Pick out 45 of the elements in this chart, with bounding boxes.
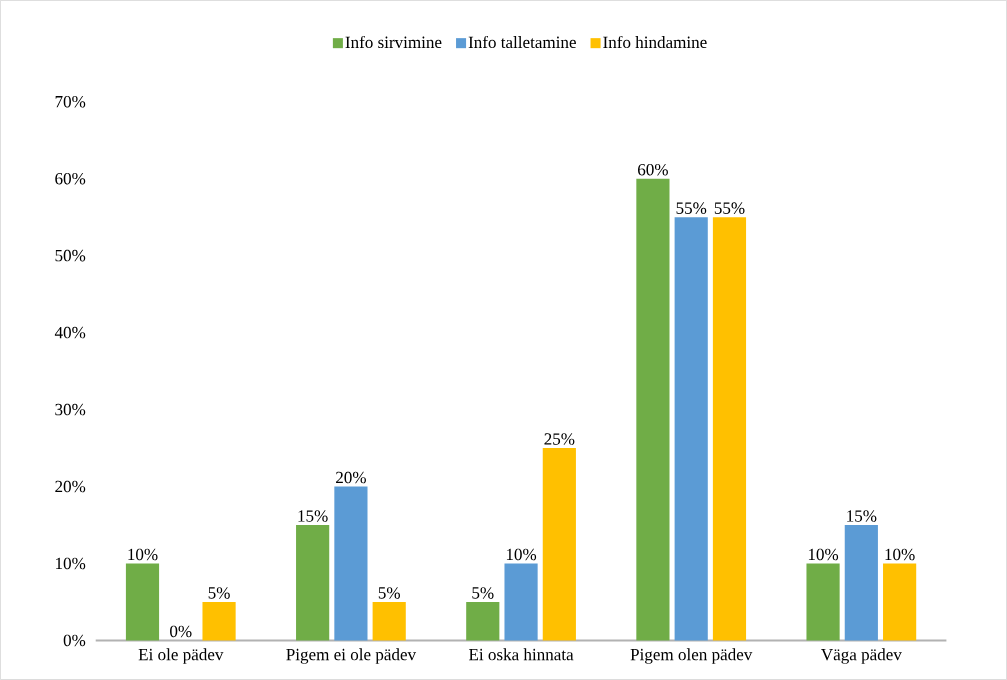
- data-label: 60%: [638, 163, 668, 176]
- y-tick-label: 40%: [54, 326, 86, 339]
- bar: [542, 448, 576, 641]
- legend-label: Info sirvimine: [345, 35, 442, 49]
- x-tick-label: Väga pädev: [821, 648, 902, 664]
- bar: [883, 563, 917, 641]
- data-label: 5%: [378, 587, 400, 599]
- data-label: 15%: [847, 510, 877, 522]
- legend-label: Info hindamine: [603, 35, 707, 49]
- data-label: 55%: [676, 202, 707, 214]
- y-tick-label: 50%: [55, 249, 86, 262]
- data-label: 5%: [208, 587, 230, 599]
- x-tick-label: Ei ole pädev: [138, 648, 224, 664]
- data-label: 20%: [336, 471, 366, 484]
- x-tick-label: Ei oska hinnata: [468, 648, 574, 661]
- y-tick-label: 30%: [55, 403, 86, 416]
- bar: [296, 525, 330, 641]
- data-label: 10%: [506, 548, 537, 561]
- x-tick-label: Pigem ei ole pädev: [286, 648, 417, 664]
- bar: [712, 217, 747, 641]
- data-label: 10%: [808, 548, 839, 561]
- legend-label: Info talletamine: [468, 35, 576, 49]
- bar: [334, 486, 368, 641]
- data-label: 55%: [714, 202, 745, 214]
- data-label: 10%: [885, 548, 915, 561]
- data-label: 10%: [128, 548, 158, 561]
- bar: [504, 563, 538, 641]
- bar: [125, 563, 160, 641]
- data-label: 15%: [298, 510, 328, 522]
- y-tick-label: 60%: [55, 172, 86, 185]
- y-tick-label: 70%: [55, 95, 86, 108]
- bar: [844, 525, 878, 641]
- data-label: 5%: [472, 587, 494, 599]
- y-tick-label: 10%: [56, 557, 86, 570]
- data-label: 0%: [170, 625, 192, 638]
- data-label: 25%: [544, 433, 575, 445]
- x-tick-label: Pigem olen pädev: [630, 648, 753, 664]
- y-tick-label: 20%: [55, 480, 86, 493]
- bar: [674, 217, 708, 641]
- bar: [202, 601, 236, 641]
- bar: [636, 178, 670, 641]
- bar: [372, 601, 406, 641]
- bar: [466, 601, 500, 641]
- y-tick-label: 0%: [63, 634, 86, 647]
- bar: [806, 563, 840, 641]
